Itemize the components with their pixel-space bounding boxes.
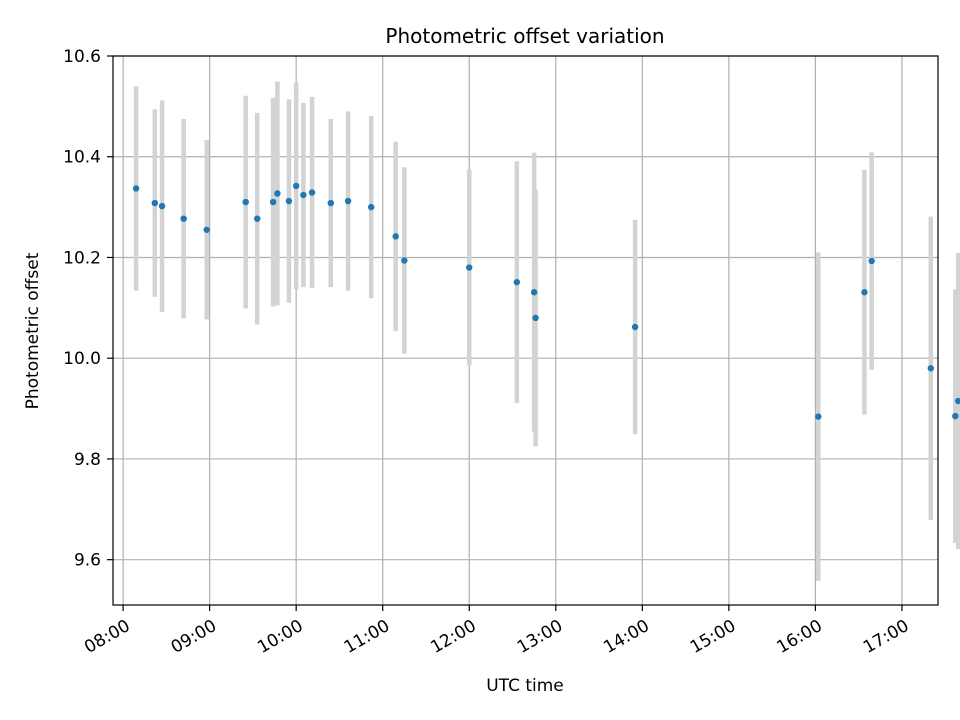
data-point [868, 257, 875, 265]
data-point [292, 182, 300, 190]
data-point [532, 314, 539, 322]
data-point [274, 190, 281, 197]
chart-title: Photometric offset variation [385, 24, 664, 48]
data-point [466, 264, 473, 271]
data-point [861, 289, 868, 296]
data-point [269, 198, 277, 206]
data-point [631, 323, 639, 331]
data-point [952, 412, 959, 420]
data-point [327, 199, 334, 207]
y-tick-label: 10.2 [63, 248, 101, 268]
plot-frame [112, 55, 939, 606]
data-point [180, 215, 187, 222]
y-tick-label: 9.8 [74, 450, 101, 470]
data-point [308, 189, 316, 196]
x-axis-title: UTC time [486, 676, 564, 696]
y-tick-label: 10.6 [63, 47, 101, 67]
y-tick-label: 9.6 [74, 551, 101, 571]
data-point [242, 198, 249, 206]
data-point [401, 257, 408, 264]
data-point [954, 397, 960, 405]
data-point [513, 278, 521, 286]
data-point [367, 203, 375, 211]
y-tick-label: 10.4 [63, 148, 101, 168]
data-point [203, 226, 210, 233]
data-point [815, 413, 822, 420]
data-point [151, 199, 159, 207]
data-point [392, 233, 399, 240]
data-points [132, 182, 960, 420]
data-point [927, 365, 934, 372]
y-axis-title: Photometric offset [23, 252, 43, 409]
data-point [285, 197, 293, 205]
data-point [254, 215, 261, 222]
data-point [158, 202, 166, 210]
data-point [300, 191, 307, 199]
y-tick-label: 10.0 [63, 349, 101, 369]
data-point [132, 185, 140, 192]
data-point [344, 197, 352, 205]
data-point [530, 289, 538, 296]
